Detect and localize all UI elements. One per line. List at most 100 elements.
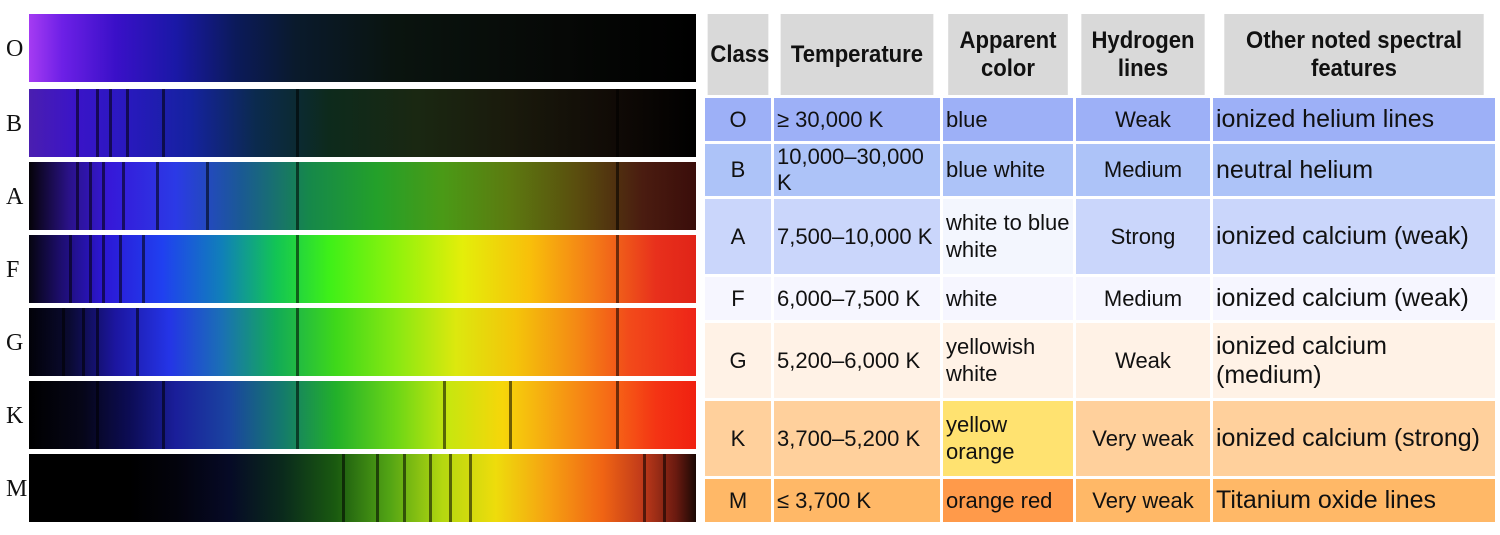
- cell-apparent-color: blue: [943, 98, 1073, 141]
- cell-apparent-color: yellow orange: [943, 401, 1073, 476]
- cell-apparent-color: white: [943, 277, 1073, 320]
- cell-text: yellow orange: [946, 412, 1015, 464]
- absorption-line: [82, 308, 86, 376]
- table-row: F 6,000–7,500 K white Medium ionized cal…: [705, 277, 1495, 320]
- absorption-line: [95, 381, 99, 449]
- spectrum-label-F: F: [6, 257, 20, 283]
- table-body: O ≥ 30,000 K blue Weak ionized helium li…: [705, 98, 1495, 522]
- table-row: M ≤ 3,700 K orange red Very weak Titaniu…: [705, 479, 1495, 522]
- spectrum-label-G: G: [6, 330, 24, 356]
- absorption-line: [125, 89, 129, 157]
- absorption-line: [162, 381, 166, 449]
- absorption-line: [615, 381, 619, 449]
- spectrum-label-A: A: [6, 184, 24, 210]
- absorption-lines: [29, 454, 696, 522]
- absorption-line: [342, 454, 346, 522]
- cell-hydrogen-lines: Weak: [1076, 98, 1210, 141]
- absorption-line: [102, 162, 106, 230]
- cell-hydrogen-lines: Strong: [1076, 199, 1210, 274]
- cell-spectral-features: ionized calcium (medium): [1213, 323, 1495, 398]
- cell-text: white to blue white: [946, 210, 1070, 262]
- absorption-line: [69, 235, 73, 303]
- absorption-lines: [29, 14, 696, 82]
- cell-hydrogen-lines: Medium: [1076, 144, 1210, 196]
- absorption-line: [135, 308, 139, 376]
- spectrum-strip-O: [29, 14, 696, 82]
- absorption-line: [295, 308, 299, 376]
- absorption-line: [469, 454, 473, 522]
- absorption-lines: [29, 381, 696, 449]
- cell-spectral-features: ionized helium lines: [1213, 98, 1495, 141]
- spectrum-label-M: M: [6, 476, 28, 502]
- table-header-row: Class Temperature Apparent color Hydroge…: [705, 14, 1495, 95]
- absorption-lines: [29, 235, 696, 303]
- table: Class Temperature Apparent color Hydroge…: [702, 11, 1498, 525]
- absorption-line: [142, 235, 146, 303]
- cell-temperature: ≤ 3,700 K: [774, 479, 940, 522]
- cell-class: A: [705, 199, 771, 274]
- spectrum-label-K: K: [6, 403, 24, 429]
- spectrum-label-B: B: [6, 111, 23, 137]
- cell-spectral-features: ionized calcium (weak): [1213, 199, 1495, 274]
- header-temperature: Temperature: [780, 14, 934, 95]
- cell-spectral-features: neutral helium: [1213, 144, 1495, 196]
- cell-temperature: ≥ 30,000 K: [774, 98, 940, 141]
- cell-apparent-color: yellowish white: [943, 323, 1073, 398]
- cell-hydrogen-lines: Very weak: [1076, 401, 1210, 476]
- cell-class: B: [705, 144, 771, 196]
- spectrum-strip-B: [29, 89, 696, 157]
- absorption-lines: [29, 89, 696, 157]
- absorption-line: [615, 89, 619, 157]
- absorption-line: [442, 381, 446, 449]
- spectrum-strip-K: [29, 381, 696, 449]
- absorption-lines: [29, 162, 696, 230]
- absorption-line: [205, 162, 209, 230]
- spectra-panel: O B A F G K M: [0, 0, 700, 535]
- cell-class: K: [705, 401, 771, 476]
- absorption-line: [122, 162, 126, 230]
- spectrum-strip-F: [29, 235, 696, 303]
- spectrum-strip-M: [29, 454, 696, 522]
- absorption-line: [95, 89, 99, 157]
- absorption-line: [162, 89, 166, 157]
- absorption-line: [295, 381, 299, 449]
- cell-class: O: [705, 98, 771, 141]
- table-row: A 7,500–10,000 K white to blue white Str…: [705, 199, 1495, 274]
- absorption-line: [119, 235, 123, 303]
- cell-class: M: [705, 479, 771, 522]
- absorption-line: [109, 89, 113, 157]
- cell-temperature: 3,700–5,200 K: [774, 401, 940, 476]
- absorption-line: [615, 235, 619, 303]
- absorption-line: [615, 162, 619, 230]
- cell-temperature: 6,000–7,500 K: [774, 277, 940, 320]
- cell-apparent-color: blue white: [943, 144, 1073, 196]
- absorption-line: [429, 454, 433, 522]
- absorption-line: [89, 235, 93, 303]
- spectrum-strip-A: [29, 162, 696, 230]
- absorption-line: [75, 89, 79, 157]
- absorption-line: [375, 454, 379, 522]
- spectral-class-table: Class Temperature Apparent color Hydroge…: [705, 14, 1495, 528]
- cell-class: G: [705, 323, 771, 398]
- cell-hydrogen-lines: Weak: [1076, 323, 1210, 398]
- absorption-line: [449, 454, 453, 522]
- cell-hydrogen-lines: Medium: [1076, 277, 1210, 320]
- header-hydrogen-lines: Hydrogen lines: [1081, 14, 1205, 95]
- cell-text: yellowish white: [946, 334, 1036, 386]
- absorption-line: [295, 162, 299, 230]
- absorption-line: [62, 308, 66, 376]
- absorption-line: [295, 89, 299, 157]
- cell-spectral-features: ionized calcium (weak): [1213, 277, 1495, 320]
- header-spectral-features: Other noted spectral features: [1224, 14, 1484, 95]
- absorption-line: [155, 162, 159, 230]
- table-row: B 10,000–30,000 K blue white Medium neut…: [705, 144, 1495, 196]
- absorption-line: [402, 454, 406, 522]
- absorption-line: [662, 454, 666, 522]
- cell-spectral-features: Titanium oxide lines: [1213, 479, 1495, 522]
- absorption-line: [509, 381, 513, 449]
- cell-hydrogen-lines: Very weak: [1076, 479, 1210, 522]
- absorption-line: [615, 308, 619, 376]
- absorption-lines: [29, 308, 696, 376]
- cell-temperature: 10,000–30,000 K: [774, 144, 940, 196]
- table-row: O ≥ 30,000 K blue Weak ionized helium li…: [705, 98, 1495, 141]
